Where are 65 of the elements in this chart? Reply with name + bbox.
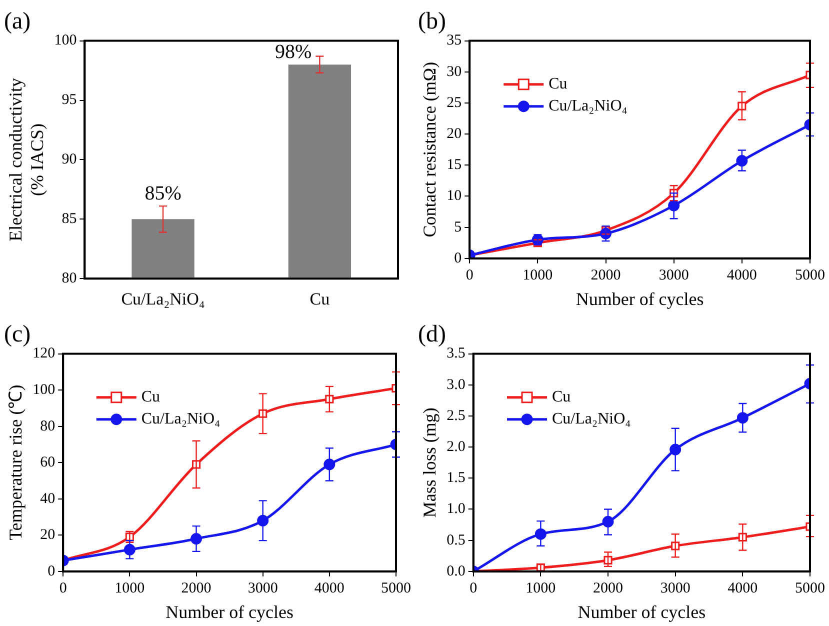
y-tick-label: 0.0 xyxy=(446,563,466,580)
x-tick-label: 2000 xyxy=(181,580,212,596)
x-tick-label: 1000 xyxy=(522,267,553,284)
y-tick-label: 3.0 xyxy=(446,376,466,393)
chart-title: (d) xyxy=(418,322,446,348)
legend-label: Cu/La₂NiO₄ xyxy=(552,410,632,428)
y-axis-title: Contact resistance (mΩ) xyxy=(420,62,440,238)
x-tick-label: 2000 xyxy=(593,580,624,596)
y-tick-label: 95 xyxy=(62,92,77,108)
y-axis-title: Temperature rise (℃) xyxy=(6,384,26,540)
y-tick-label: 60 xyxy=(40,454,56,471)
x-tick-label: 4000 xyxy=(726,267,757,284)
x-tick-label: 1000 xyxy=(526,580,556,596)
legend-label: Cu xyxy=(552,388,571,406)
y-tick-label: 15 xyxy=(446,157,462,174)
y-tick-label: 10 xyxy=(446,188,462,204)
legend-label: Cu/La₂NiO₄ xyxy=(141,410,221,428)
y-tick-label: 25 xyxy=(446,94,462,111)
y-tick-label: 85 xyxy=(62,211,77,228)
y-tick-label: 80 xyxy=(62,270,77,287)
x-tick-label: 4000 xyxy=(314,580,344,596)
x-tick-label: 5000 xyxy=(795,580,825,596)
x-tick-label: 0 xyxy=(470,580,478,596)
y-tick-label: 5 xyxy=(454,219,462,236)
y-tick-label: 80 xyxy=(40,418,56,434)
y-tick-label: 35 xyxy=(446,32,462,49)
y-tick-label: 1.5 xyxy=(446,470,466,486)
y-tick-label: 2.0 xyxy=(446,438,466,455)
y-tick-label: 30 xyxy=(446,64,462,80)
legend-label: Cu/La₂NiO₄ xyxy=(548,98,628,115)
y-tick-label: 1.0 xyxy=(446,501,466,518)
chart-title: (a) xyxy=(4,8,31,35)
y-tick-label: 0.5 xyxy=(446,532,466,548)
x-axis-title: Number of cycles xyxy=(576,288,704,309)
y-tick-label: 120 xyxy=(32,346,56,362)
y-tick-label: 0 xyxy=(454,250,462,266)
y-tick-label: 100 xyxy=(54,32,77,49)
x-axis-title: Number of cycles xyxy=(578,602,706,622)
point xyxy=(736,155,748,167)
y-tick-label: 40 xyxy=(40,490,56,507)
y-tick-label: 90 xyxy=(62,152,77,168)
x-tick-label: 3000 xyxy=(658,267,689,284)
y-tick-label: 20 xyxy=(40,527,56,544)
y-tick-label: 20 xyxy=(446,126,462,142)
x-tick-label: 4000 xyxy=(728,580,758,596)
legend-label: Cu xyxy=(548,76,568,93)
y-axis-title: Mass loss (mg) xyxy=(420,408,440,518)
x-tick-label: 3000 xyxy=(248,580,278,596)
data-label: 85% xyxy=(144,182,182,204)
data-label: 98% xyxy=(275,40,312,63)
y-tick-label: 2.5 xyxy=(446,408,466,424)
y-tick-label: 0 xyxy=(48,563,56,580)
x-tick-label: 1000 xyxy=(114,580,145,596)
chart-title: (b) xyxy=(418,8,446,35)
y-axis-title: Electrical conductivity (% IACS) xyxy=(6,78,48,242)
x-axis-title: Number of cycles xyxy=(166,602,294,622)
y-tick-label: 3.5 xyxy=(446,346,466,362)
x-tick-label: 5000 xyxy=(795,267,825,284)
chart-title: (c) xyxy=(4,322,31,348)
x-tick-label: 2000 xyxy=(590,267,621,284)
point xyxy=(324,458,336,470)
legend-label: Cu xyxy=(141,388,160,406)
x-tick-label: 3000 xyxy=(660,580,690,596)
y-tick-label: 100 xyxy=(32,382,56,398)
x-tick-label: 5000 xyxy=(381,580,411,596)
